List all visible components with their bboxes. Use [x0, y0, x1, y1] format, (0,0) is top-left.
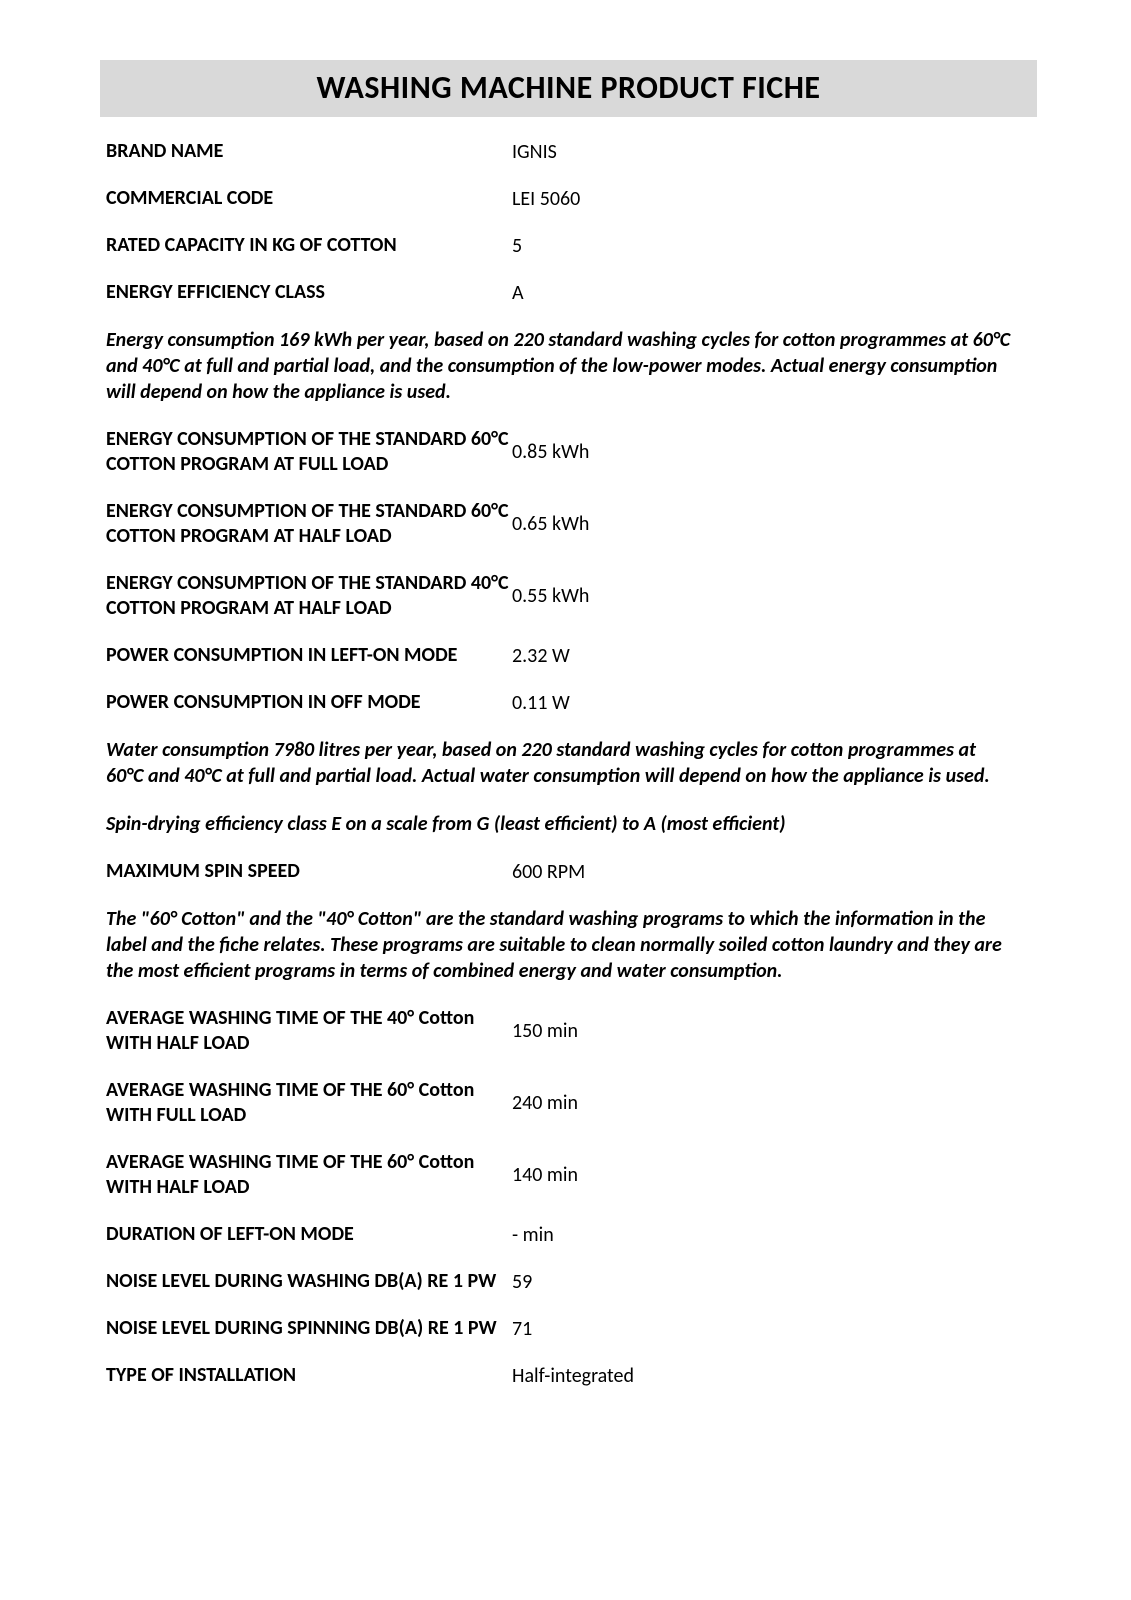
spec-label: DURATION OF LEFT-ON MODE — [106, 1222, 512, 1247]
fiche-body: BRAND NAMEIGNISCOMMERCIAL CODELEI 5060RA… — [106, 139, 1031, 1388]
spec-row: AVERAGE WASHING TIME OF THE 40° Cotton W… — [106, 1006, 1031, 1056]
note-text: Energy consumption 169 kWh per year, bas… — [106, 327, 1031, 405]
spec-value: 140 min — [512, 1163, 1031, 1187]
spec-label: AVERAGE WASHING TIME OF THE 60° Cotton W… — [106, 1078, 512, 1128]
spec-row: POWER CONSUMPTION IN LEFT-ON MODE2.32 W — [106, 643, 1031, 668]
spec-value: 240 min — [512, 1091, 1031, 1115]
spec-row: AVERAGE WASHING TIME OF THE 60° Cotton W… — [106, 1078, 1031, 1128]
title-bar: WASHING MACHINE PRODUCT FICHE — [100, 60, 1037, 117]
spec-row: ENERGY CONSUMPTION OF THE STANDARD 60°C … — [106, 427, 1031, 477]
spec-value: 0.11 W — [512, 691, 1031, 715]
spec-value: 59 — [512, 1270, 1031, 1294]
spec-value: Half-integrated — [512, 1364, 1031, 1388]
spec-value: 0.65 kWh — [512, 512, 1031, 536]
spec-value: 0.85 kWh — [512, 440, 1031, 464]
note-text: Water consumption 7980 litres per year, … — [106, 737, 1031, 789]
spec-value: - min — [512, 1223, 1031, 1247]
spec-row: BRAND NAMEIGNIS — [106, 139, 1031, 164]
spec-row: NOISE LEVEL DURING SPINNING DB(A) RE 1 P… — [106, 1316, 1031, 1341]
spec-value: 5 — [512, 234, 1031, 258]
spec-label: NOISE LEVEL DURING WASHING DB(A) RE 1 PW — [106, 1269, 512, 1294]
spec-row: POWER CONSUMPTION IN OFF MODE0.11 W — [106, 690, 1031, 715]
spec-label: COMMERCIAL CODE — [106, 186, 512, 211]
spec-value: 0.55 kWh — [512, 584, 1031, 608]
spec-value: IGNIS — [512, 140, 1031, 164]
spec-row: ENERGY CONSUMPTION OF THE STANDARD 60°C … — [106, 499, 1031, 549]
spec-label: BRAND NAME — [106, 139, 512, 164]
spec-row: MAXIMUM SPIN SPEED600 RPM — [106, 859, 1031, 884]
spec-label: NOISE LEVEL DURING SPINNING DB(A) RE 1 P… — [106, 1316, 512, 1341]
page-title: WASHING MACHINE PRODUCT FICHE — [100, 68, 1037, 107]
spec-label: ENERGY CONSUMPTION OF THE STANDARD 60°C … — [106, 427, 512, 477]
spec-row: AVERAGE WASHING TIME OF THE 60° Cotton W… — [106, 1150, 1031, 1200]
spec-value: A — [512, 281, 1031, 305]
spec-label: AVERAGE WASHING TIME OF THE 40° Cotton W… — [106, 1006, 512, 1056]
spec-value: 2.32 W — [512, 644, 1031, 668]
spec-row: RATED CAPACITY IN KG OF COTTON5 — [106, 233, 1031, 258]
spec-value: LEI 5060 — [512, 187, 1031, 211]
spec-label: TYPE OF INSTALLATION — [106, 1363, 512, 1388]
spec-row: NOISE LEVEL DURING WASHING DB(A) RE 1 PW… — [106, 1269, 1031, 1294]
spec-row: ENERGY EFFICIENCY CLASSA — [106, 280, 1031, 305]
spec-label: RATED CAPACITY IN KG OF COTTON — [106, 233, 512, 258]
product-fiche-page: WASHING MACHINE PRODUCT FICHE BRAND NAME… — [0, 0, 1131, 1600]
spec-row: TYPE OF INSTALLATIONHalf-integrated — [106, 1363, 1031, 1388]
spec-label: POWER CONSUMPTION IN OFF MODE — [106, 690, 512, 715]
spec-row: DURATION OF LEFT-ON MODE- min — [106, 1222, 1031, 1247]
spec-row: COMMERCIAL CODELEI 5060 — [106, 186, 1031, 211]
note-text: The "60° Cotton" and the "40° Cotton" ar… — [106, 906, 1031, 984]
spec-value: 71 — [512, 1317, 1031, 1341]
spec-label: MAXIMUM SPIN SPEED — [106, 859, 512, 884]
spec-label: POWER CONSUMPTION IN LEFT-ON MODE — [106, 643, 512, 668]
spec-value: 150 min — [512, 1019, 1031, 1043]
spec-label: ENERGY EFFICIENCY CLASS — [106, 280, 512, 305]
spec-label: ENERGY CONSUMPTION OF THE STANDARD 40°C … — [106, 571, 512, 621]
spec-row: ENERGY CONSUMPTION OF THE STANDARD 40°C … — [106, 571, 1031, 621]
spec-label: AVERAGE WASHING TIME OF THE 60° Cotton W… — [106, 1150, 512, 1200]
note-text: Spin-drying efficiency class E on a scal… — [106, 811, 1031, 837]
spec-label: ENERGY CONSUMPTION OF THE STANDARD 60°C … — [106, 499, 512, 549]
spec-value: 600 RPM — [512, 860, 1031, 884]
